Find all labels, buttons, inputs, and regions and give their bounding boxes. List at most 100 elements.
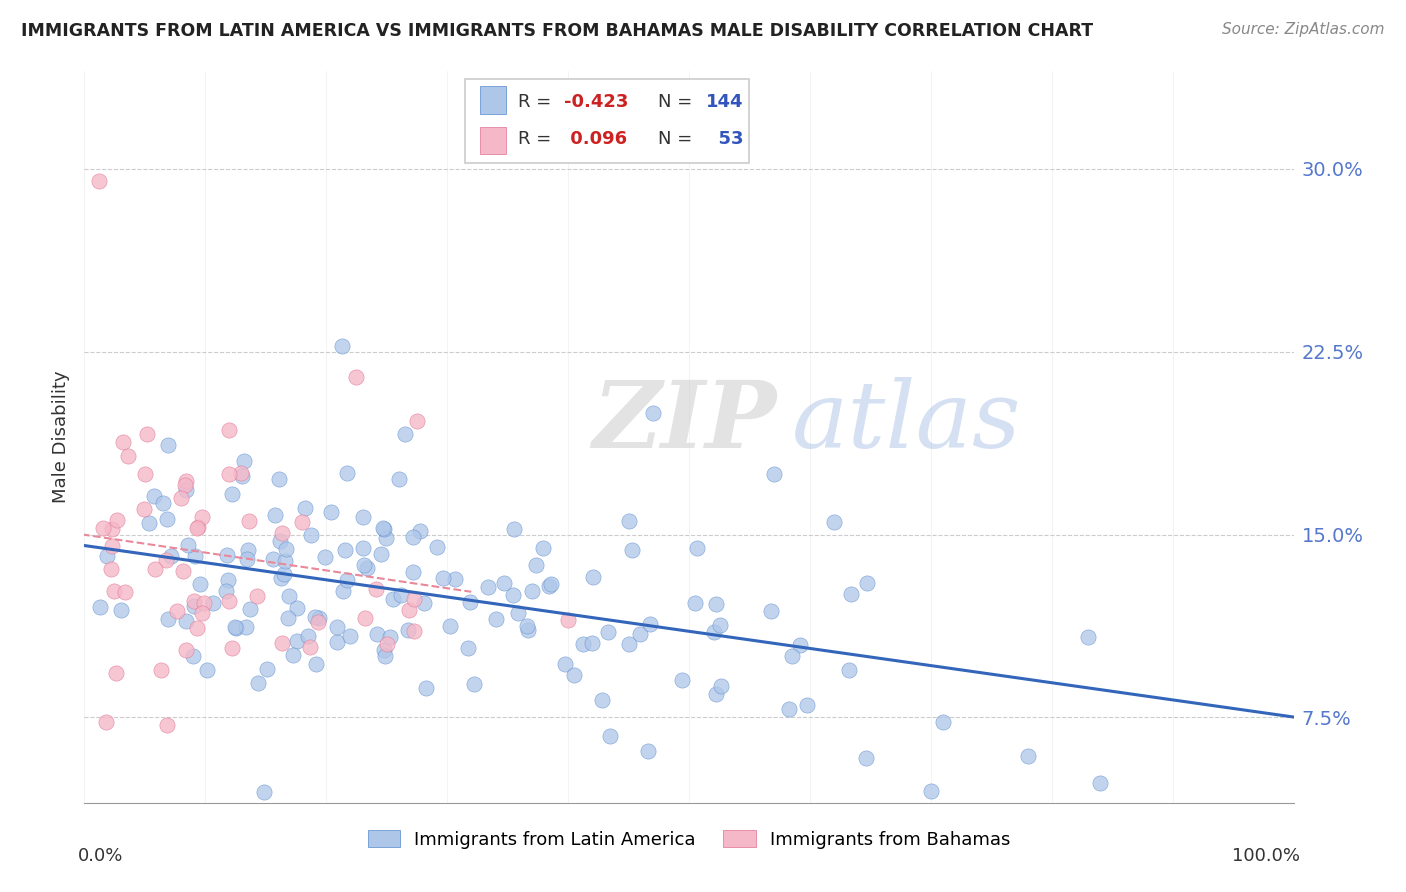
Point: [278, 589, 301, 603]
Point: [188, 576, 211, 591]
Point: [142, 489, 165, 503]
Point: [221, 641, 243, 656]
Point: [409, 524, 432, 538]
Point: [502, 588, 524, 602]
Point: [432, 571, 454, 585]
Text: -0.423: -0.423: [564, 94, 628, 112]
Point: [299, 528, 322, 542]
Point: [703, 624, 725, 639]
Point: [150, 663, 173, 677]
Text: N =: N =: [658, 130, 697, 148]
Point: [378, 630, 401, 644]
Point: [274, 542, 297, 557]
Point: [326, 620, 349, 634]
Point: [174, 483, 197, 497]
Point: [516, 624, 538, 638]
Point: [274, 554, 297, 568]
Point: [221, 487, 243, 501]
Point: [686, 541, 709, 555]
Point: [238, 514, 260, 528]
Point: [235, 620, 257, 634]
Point: [184, 549, 207, 564]
Point: [160, 549, 183, 563]
Point: [143, 562, 166, 576]
Point: [176, 643, 198, 657]
Point: [402, 592, 425, 607]
Point: [87, 174, 110, 188]
Point: [269, 534, 291, 549]
Point: [778, 702, 800, 716]
Point: [373, 642, 395, 657]
Point: [94, 715, 117, 730]
Point: [413, 596, 436, 610]
Point: [371, 521, 394, 535]
Text: 0.096: 0.096: [564, 130, 627, 148]
Point: [218, 594, 240, 608]
Point: [336, 573, 359, 587]
Point: [353, 558, 375, 572]
Point: [463, 677, 485, 691]
Point: [273, 567, 295, 582]
Point: [191, 606, 214, 620]
Point: [174, 614, 197, 628]
Point: [225, 621, 247, 635]
Point: [374, 531, 396, 545]
Point: [308, 610, 330, 624]
Point: [366, 627, 388, 641]
Point: [617, 514, 640, 528]
Point: [637, 744, 659, 758]
Point: [855, 751, 877, 765]
Point: [374, 648, 396, 663]
Point: [270, 636, 292, 650]
Point: [218, 467, 240, 481]
Point: [759, 604, 782, 618]
Point: [166, 604, 188, 618]
Point: [683, 596, 706, 610]
Point: [415, 681, 437, 695]
Point: [506, 606, 529, 620]
Point: [402, 566, 425, 580]
Point: [156, 512, 179, 526]
Point: [641, 406, 664, 420]
Point: [352, 509, 374, 524]
Point: [305, 657, 328, 672]
Point: [91, 521, 114, 535]
Point: [172, 564, 194, 578]
Point: [582, 570, 605, 584]
Text: R =: R =: [519, 94, 557, 112]
Point: [291, 516, 314, 530]
Point: [105, 513, 128, 527]
Point: [838, 663, 860, 677]
Point: [381, 592, 404, 607]
Point: [176, 475, 198, 489]
Point: [155, 718, 177, 732]
Text: 144: 144: [706, 94, 744, 112]
Text: atlas: atlas: [792, 377, 1021, 467]
Point: [516, 619, 538, 633]
Text: 53: 53: [706, 130, 744, 148]
Legend: Immigrants from Latin America, Immigrants from Bahamas: Immigrants from Latin America, Immigrant…: [360, 822, 1018, 856]
Point: [224, 620, 246, 634]
Point: [217, 573, 239, 587]
Point: [96, 549, 118, 564]
Point: [112, 434, 135, 449]
Bar: [479, 87, 506, 114]
Point: [621, 542, 644, 557]
Point: [193, 596, 215, 610]
Point: [285, 601, 308, 615]
Point: [494, 575, 516, 590]
Point: [263, 508, 285, 522]
Point: [796, 698, 818, 712]
Point: [186, 621, 208, 635]
Point: [319, 505, 342, 519]
Point: [270, 571, 292, 585]
Point: [247, 675, 270, 690]
Point: [762, 467, 785, 481]
Point: [596, 625, 619, 640]
Point: [591, 693, 613, 707]
Point: [402, 624, 425, 638]
Point: [218, 423, 240, 437]
Text: N =: N =: [658, 94, 697, 112]
Point: [183, 594, 205, 608]
Point: [294, 501, 316, 516]
